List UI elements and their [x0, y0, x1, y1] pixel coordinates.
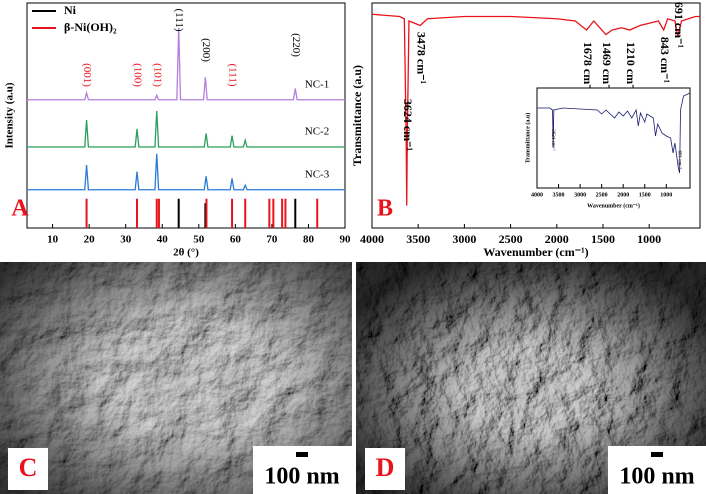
- peak-annotation: (111): [173, 8, 185, 31]
- x-tick-label: 40: [157, 234, 169, 246]
- peak-annotation: 3478 cm⁻¹: [414, 32, 428, 85]
- panel-label-box: [365, 448, 405, 490]
- x-tick-label: 2500: [596, 192, 608, 198]
- spectrum-line: [537, 92, 691, 174]
- peak-annotation: 843 cm⁻¹: [658, 37, 672, 84]
- x-axis-title: Wavenumber (cm⁻¹): [483, 245, 588, 259]
- spectrum-line: [27, 110, 345, 148]
- x-tick-label: 20: [84, 234, 96, 246]
- x-tick-label: 3500: [406, 232, 430, 246]
- x-tick-label: 2000: [545, 232, 569, 246]
- x-tick-label: 3000: [574, 192, 586, 198]
- peak-annotation: (101): [152, 63, 164, 87]
- curve-label: NC-2: [305, 126, 329, 138]
- peak-annotation: 691 cm⁻¹: [672, 2, 686, 49]
- curve-label: NC-1: [305, 78, 329, 90]
- x-tick-label: 3500: [553, 192, 565, 198]
- x-tick-label: 4000: [360, 232, 384, 246]
- y-axis-title: Transmittance (a.u): [524, 113, 531, 164]
- peak-annotation: (111): [227, 63, 239, 86]
- scale-bar: [651, 452, 663, 457]
- spectrum-line: [371, 13, 700, 206]
- panel-label: A: [11, 196, 29, 222]
- panel-label: C: [19, 453, 38, 482]
- panel-label-box: [8, 448, 48, 490]
- y-axis-title: Transmittance (a.u): [350, 65, 364, 166]
- x-tick-label: 50: [193, 234, 205, 246]
- peak-annotation: (200): [200, 38, 212, 62]
- scale-bar-label: 100 nm: [264, 464, 339, 490]
- curve-label: NC-3: [305, 168, 330, 180]
- x-tick-label: 1000: [637, 232, 661, 246]
- x-axis-title: Wavenumber (cm⁻¹): [587, 202, 640, 209]
- peak-annotation: (001): [81, 63, 93, 87]
- x-tick-label: 70: [266, 234, 278, 246]
- x-axis-title: 2θ (°): [173, 247, 199, 259]
- peak-annotation: 1210 cm⁻¹: [624, 42, 638, 95]
- plot-frame: [536, 87, 691, 189]
- peak-annotation: 1678 cm⁻¹: [581, 42, 595, 95]
- spectrum-line: [27, 27, 345, 101]
- peak-annotation: 691 cm⁻¹: [676, 151, 682, 170]
- x-tick-label: 90: [340, 234, 352, 246]
- x-tick-label: 30: [120, 234, 132, 246]
- x-tick-label: 1500: [591, 232, 615, 246]
- x-tick-label: 2000: [617, 192, 629, 198]
- panel-label: B: [377, 196, 393, 222]
- legend-label: β-Ni(OH)₂: [64, 20, 117, 34]
- plot-frame: [26, 2, 346, 229]
- x-tick-label: 3000: [452, 232, 476, 246]
- x-tick-label: 60: [230, 234, 242, 246]
- x-tick-label: 4000: [531, 192, 543, 198]
- sem-image-c: C 100 nm: [0, 262, 352, 494]
- peak-annotation: (100): [131, 63, 143, 87]
- panel-label: D: [376, 453, 395, 482]
- peak-annotation: 1469 cm⁻¹: [600, 42, 614, 95]
- scale-bar: [296, 452, 308, 457]
- x-tick-label: 80: [303, 234, 315, 246]
- peak-annotation: (220): [290, 33, 302, 57]
- spectrum-line: [27, 153, 345, 191]
- y-axis-title: Intensity (a.u): [4, 82, 16, 148]
- legend-label: Ni: [64, 3, 77, 17]
- sem-image-d: D 100 nm: [356, 262, 706, 494]
- peak-annotation: 3624 cm⁻¹: [550, 129, 556, 151]
- scale-bar-label: 100 nm: [619, 464, 694, 490]
- peak-annotation: 3624 cm⁻¹: [401, 99, 415, 152]
- x-tick-label: 2500: [499, 232, 523, 246]
- x-tick-label: 1500: [639, 192, 651, 198]
- x-tick-label: 1000: [660, 192, 672, 198]
- x-tick-label: 10: [47, 234, 59, 246]
